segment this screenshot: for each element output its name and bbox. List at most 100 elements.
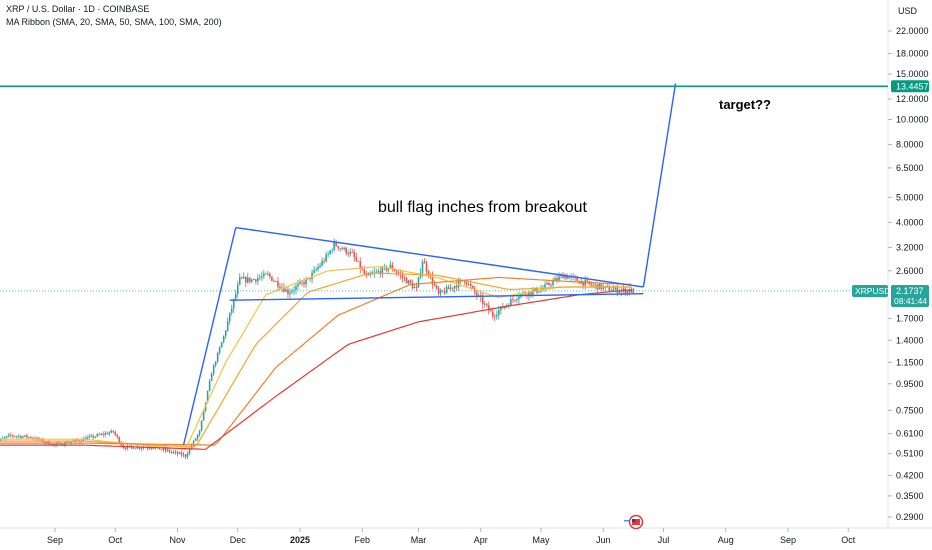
- trendline-rally-leg[interactable]: [182, 227, 237, 446]
- price-axis[interactable]: 22.0000 18.0000 15.0000 12.0000 10.0000 8.000…: [888, 26, 929, 522]
- candle-body: [443, 291, 446, 294]
- candle-body: [202, 410, 205, 421]
- candle-body: [106, 433, 109, 435]
- x-tick-label: Feb: [354, 535, 370, 545]
- candle-body: [614, 287, 617, 290]
- candle-body: [116, 434, 119, 438]
- candle-body: [528, 291, 530, 296]
- candle-body: [90, 435, 92, 437]
- price-badge-countdown: 08:41:44: [894, 296, 927, 306]
- candle-body: [534, 288, 536, 291]
- candle-body: [180, 452, 183, 456]
- time-axis[interactable]: Sep Oct Nov Dec 2025 Feb Mar Apr May Jun Jul Aug Sep…: [47, 528, 856, 545]
- target-price-badge: 13.4457: [891, 80, 929, 93]
- candle-body: [160, 449, 163, 451]
- candle-body: [516, 299, 518, 301]
- candle-body: [200, 420, 203, 431]
- candle-body: [381, 267, 384, 275]
- candle-body: [136, 446, 139, 449]
- candle-body: [311, 272, 313, 280]
- candle-body: [142, 447, 145, 449]
- candle-body: [548, 282, 550, 285]
- trendline-flag-upper[interactable]: [235, 226, 644, 288]
- trendline-breakout-projection[interactable]: [642, 83, 677, 288]
- candle-body: [86, 437, 88, 441]
- candle-body: [176, 451, 179, 454]
- candle-body: [558, 276, 560, 281]
- annotation-target[interactable]: target??: [719, 97, 771, 112]
- x-tick-label: Aug: [718, 535, 734, 545]
- candle-body: [431, 275, 434, 285]
- candle-body: [259, 277, 261, 279]
- y-tick-label: 10.0000: [896, 115, 929, 125]
- candle-body: [287, 289, 289, 295]
- trendline-flag-lower[interactable]: [229, 292, 644, 301]
- candle-body: [608, 286, 611, 291]
- candle-body: [471, 286, 474, 288]
- candle-body: [371, 273, 374, 275]
- candle-body: [196, 434, 199, 439]
- candle-body: [14, 435, 16, 437]
- candle-body: [222, 335, 225, 343]
- x-tick-label: Sep: [47, 535, 63, 545]
- candle-body: [485, 303, 488, 306]
- candle-body: [238, 277, 241, 285]
- candle-body: [299, 281, 301, 284]
- candle-body: [347, 253, 349, 255]
- indicator-legend[interactable]: MA Ribbon (SMA, 20, SMA, 50, SMA, 100, S…: [6, 17, 222, 27]
- candle-body: [439, 290, 442, 294]
- candle-body: [333, 241, 335, 250]
- candle-body: [463, 281, 466, 283]
- candle-body: [475, 292, 478, 296]
- candle-body: [128, 445, 131, 447]
- candle-body: [481, 297, 484, 305]
- candle-body: [220, 342, 223, 348]
- candle-body: [102, 433, 104, 435]
- candle-body: [325, 254, 327, 262]
- current-price-badge: XRPUSD 2.1737 08:41:44: [852, 285, 929, 307]
- candle-body: [30, 437, 32, 438]
- candle-body: [214, 361, 217, 366]
- ma-line-sma-100: [0, 276, 632, 446]
- candle-body: [60, 442, 62, 446]
- candle-body: [257, 278, 259, 282]
- candle-body: [393, 269, 396, 272]
- x-tick-label: Dec: [230, 535, 247, 545]
- candle-body: [168, 449, 171, 452]
- candle-body: [421, 261, 424, 274]
- candle-body: [74, 439, 76, 441]
- candle-body: [367, 273, 370, 276]
- candle-body: [612, 289, 615, 291]
- candle-body: [345, 247, 347, 254]
- candle-body: [433, 284, 436, 286]
- candle-body: [295, 286, 297, 290]
- annotation-bull-flag[interactable]: bull flag inches from breakout: [378, 199, 588, 216]
- candle-body: [401, 274, 404, 278]
- symbol-legend[interactable]: XRP / U.S. Dollar · 1D · COINBASE: [6, 4, 149, 14]
- candle-body: [395, 271, 398, 273]
- candle-body: [355, 257, 358, 261]
- candle-body: [387, 267, 390, 271]
- candle-body: [92, 435, 94, 438]
- event-dash-icon: [624, 520, 629, 522]
- candle-body: [132, 446, 135, 449]
- candle-body: [240, 277, 243, 279]
- candle-body: [248, 277, 251, 282]
- candle-body: [54, 444, 56, 445]
- y-tick-label: 0.5100: [896, 449, 924, 459]
- candle-body: [467, 283, 470, 285]
- candle-body: [184, 454, 187, 457]
- candle-body: [265, 273, 267, 275]
- economic-event-marker[interactable]: [624, 514, 644, 530]
- drawings[interactable]: [0, 83, 888, 446]
- candle-body: [271, 276, 273, 281]
- candle-body: [98, 434, 100, 436]
- candle-body: [351, 251, 354, 253]
- candle-body: [385, 266, 388, 271]
- candle-body: [251, 279, 253, 282]
- candle-body: [349, 251, 352, 255]
- x-tick-label: Sep: [780, 535, 796, 545]
- candle-body: [3, 437, 6, 439]
